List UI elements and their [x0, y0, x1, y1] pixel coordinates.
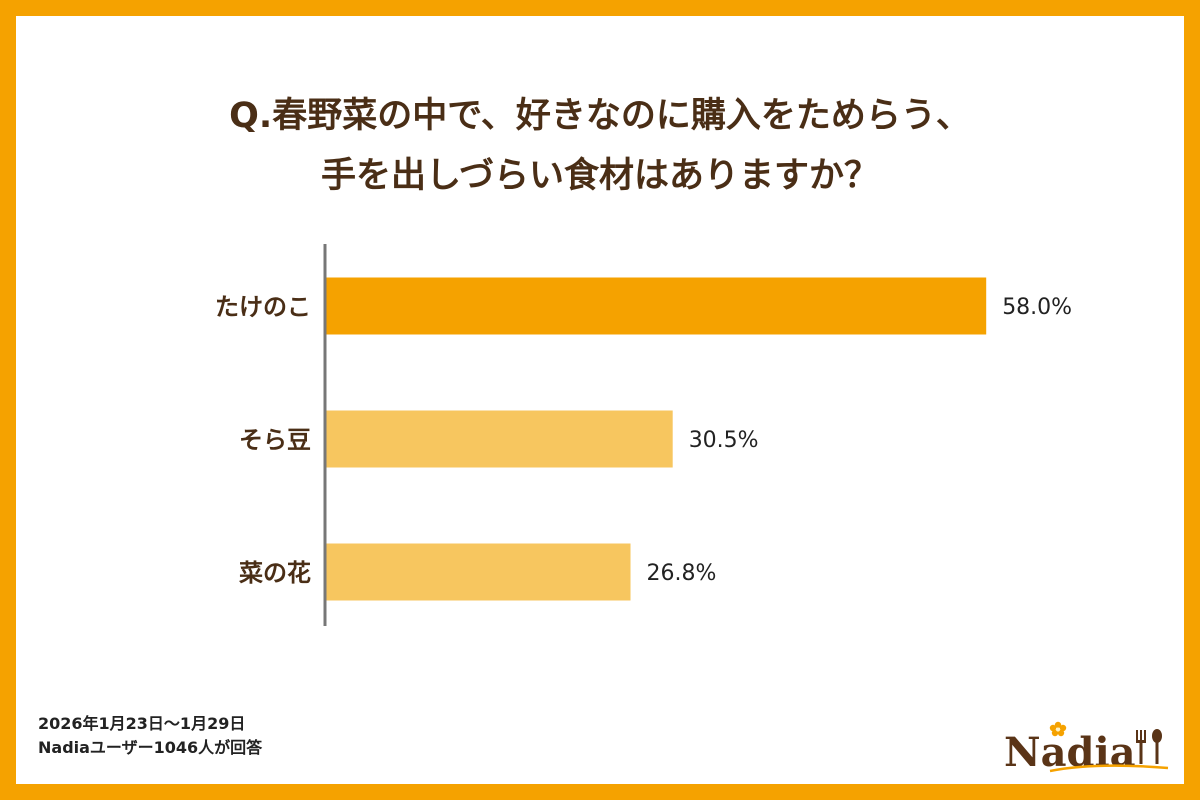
chart-title-line-1: Q.春野菜の中で、好きなのに購入をためらう、 — [229, 96, 971, 136]
category-label-2: そら豆 — [239, 426, 311, 454]
logo-underline — [1049, 764, 1169, 773]
footer-info: 2026年1月23日～1月29日 Nadiaユーザー1046人が回答 — [38, 712, 262, 760]
value-label-2: 30.5% — [689, 428, 759, 453]
respondent-count: Nadiaユーザー1046人が回答 — [38, 738, 263, 757]
category-label-3: 菜の花 — [238, 559, 311, 587]
logo-fork-icon — [1136, 730, 1146, 764]
chart-card: Q.春野菜の中で、好きなのに購入をためらう、 手を出しづらい食材はありますか？ … — [16, 16, 1184, 784]
bar-3 — [325, 543, 631, 601]
category-label-1: たけのこ — [215, 293, 311, 321]
chart-title-line-2: 手を出しづらい食材はありますか？ — [321, 156, 879, 196]
nadia-logo: Nadia — [1004, 721, 1169, 776]
survey-period: 2026年1月23日～1月29日 — [38, 714, 246, 733]
chart-title: Q.春野菜の中で、好きなのに購入をためらう、 手を出しづらい食材はありますか？ — [16, 86, 1184, 206]
logo-flower-icon — [1049, 721, 1067, 737]
bar-2 — [325, 410, 673, 468]
bar-1 — [325, 277, 987, 335]
bar-chart: たけのこ 58.0% そら豆 30.5% 菜の花 26.8% — [215, 244, 1072, 626]
logo-spoon-icon — [1152, 729, 1162, 764]
value-label-3: 26.8% — [647, 561, 717, 586]
value-label-1: 58.0% — [1002, 295, 1072, 320]
